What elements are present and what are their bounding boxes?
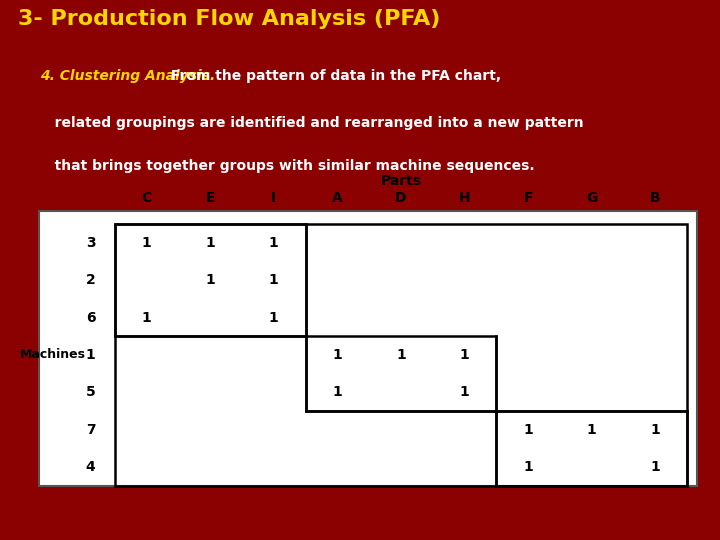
Text: related groupings are identified and rearranged into a new pattern: related groupings are identified and rea… bbox=[40, 116, 583, 130]
Text: 1: 1 bbox=[650, 423, 660, 437]
Text: B: B bbox=[650, 191, 660, 205]
Text: that brings together groups with similar machine sequences.: that brings together groups with similar… bbox=[40, 159, 534, 173]
Bar bbox=[496, 411, 687, 486]
Text: 1: 1 bbox=[333, 386, 342, 400]
Text: A: A bbox=[332, 191, 343, 205]
Text: 1: 1 bbox=[587, 423, 597, 437]
Bar bbox=[114, 224, 687, 486]
Bar bbox=[305, 336, 496, 411]
Text: 5: 5 bbox=[86, 386, 96, 400]
Text: 1: 1 bbox=[269, 235, 279, 249]
Text: Parts: Parts bbox=[380, 174, 421, 188]
Text: 6: 6 bbox=[86, 310, 95, 325]
Text: I: I bbox=[271, 191, 276, 205]
Text: G: G bbox=[586, 191, 598, 205]
Bar bbox=[39, 211, 698, 486]
Text: 1: 1 bbox=[86, 348, 96, 362]
Text: 1: 1 bbox=[205, 235, 215, 249]
Text: 1: 1 bbox=[142, 235, 151, 249]
Text: 1: 1 bbox=[142, 310, 151, 325]
Text: 4: 4 bbox=[86, 460, 96, 474]
Text: 1: 1 bbox=[523, 460, 533, 474]
Text: H: H bbox=[459, 191, 470, 205]
Text: 3: 3 bbox=[86, 235, 95, 249]
Text: 1: 1 bbox=[396, 348, 406, 362]
Text: 1: 1 bbox=[459, 386, 469, 400]
Text: Machines: Machines bbox=[19, 348, 86, 361]
Text: 2: 2 bbox=[86, 273, 96, 287]
Text: 1: 1 bbox=[459, 348, 469, 362]
Text: 1: 1 bbox=[269, 273, 279, 287]
Text: 7: 7 bbox=[86, 423, 95, 437]
Text: 3- Production Flow Analysis (PFA): 3- Production Flow Analysis (PFA) bbox=[18, 9, 441, 29]
Text: 1: 1 bbox=[205, 273, 215, 287]
Text: 1: 1 bbox=[333, 348, 342, 362]
Text: E: E bbox=[205, 191, 215, 205]
Text: F: F bbox=[523, 191, 533, 205]
Bar bbox=[114, 224, 305, 336]
Text: 1: 1 bbox=[650, 460, 660, 474]
Text: 1: 1 bbox=[523, 423, 533, 437]
Text: D: D bbox=[395, 191, 407, 205]
Text: C: C bbox=[141, 191, 152, 205]
Text: From the pattern of data in the PFA chart,: From the pattern of data in the PFA char… bbox=[166, 69, 500, 83]
Text: 4. Clustering Analysis.: 4. Clustering Analysis. bbox=[40, 69, 215, 83]
Text: 1: 1 bbox=[269, 310, 279, 325]
